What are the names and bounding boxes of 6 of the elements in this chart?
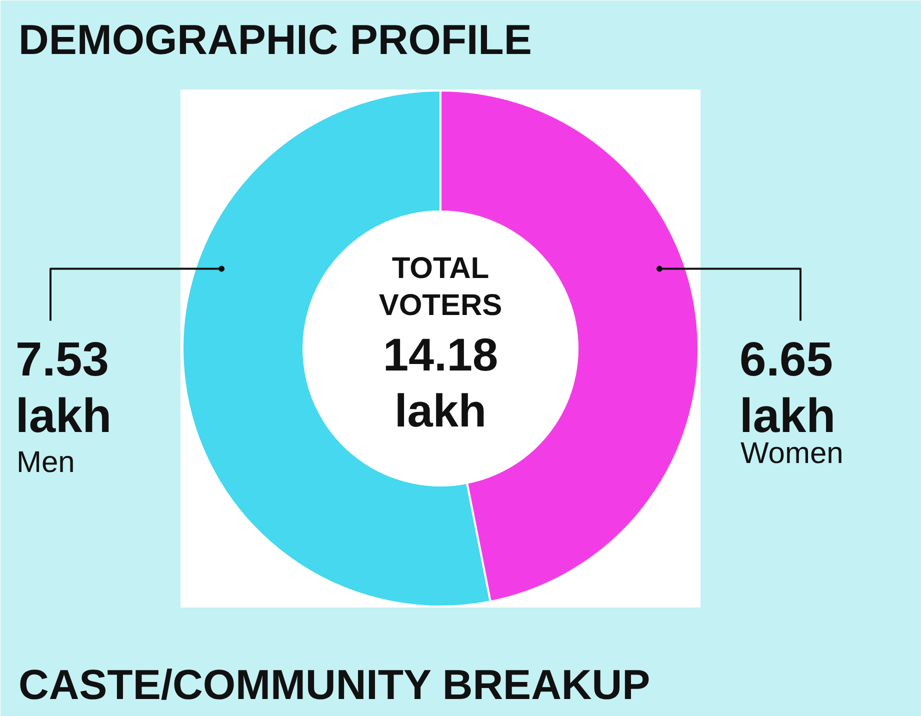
slice-label: Men xyxy=(16,446,75,479)
chart-title: DEMOGRAPHIC PROFILE xyxy=(18,16,532,63)
text: CASTE/COMMUNITY BREAKUP xyxy=(18,661,650,708)
data-label: 7.53 lakh xyxy=(16,334,112,443)
text: 14.18 lakh xyxy=(382,328,498,436)
text: TOTAL VOTERS xyxy=(378,252,502,322)
